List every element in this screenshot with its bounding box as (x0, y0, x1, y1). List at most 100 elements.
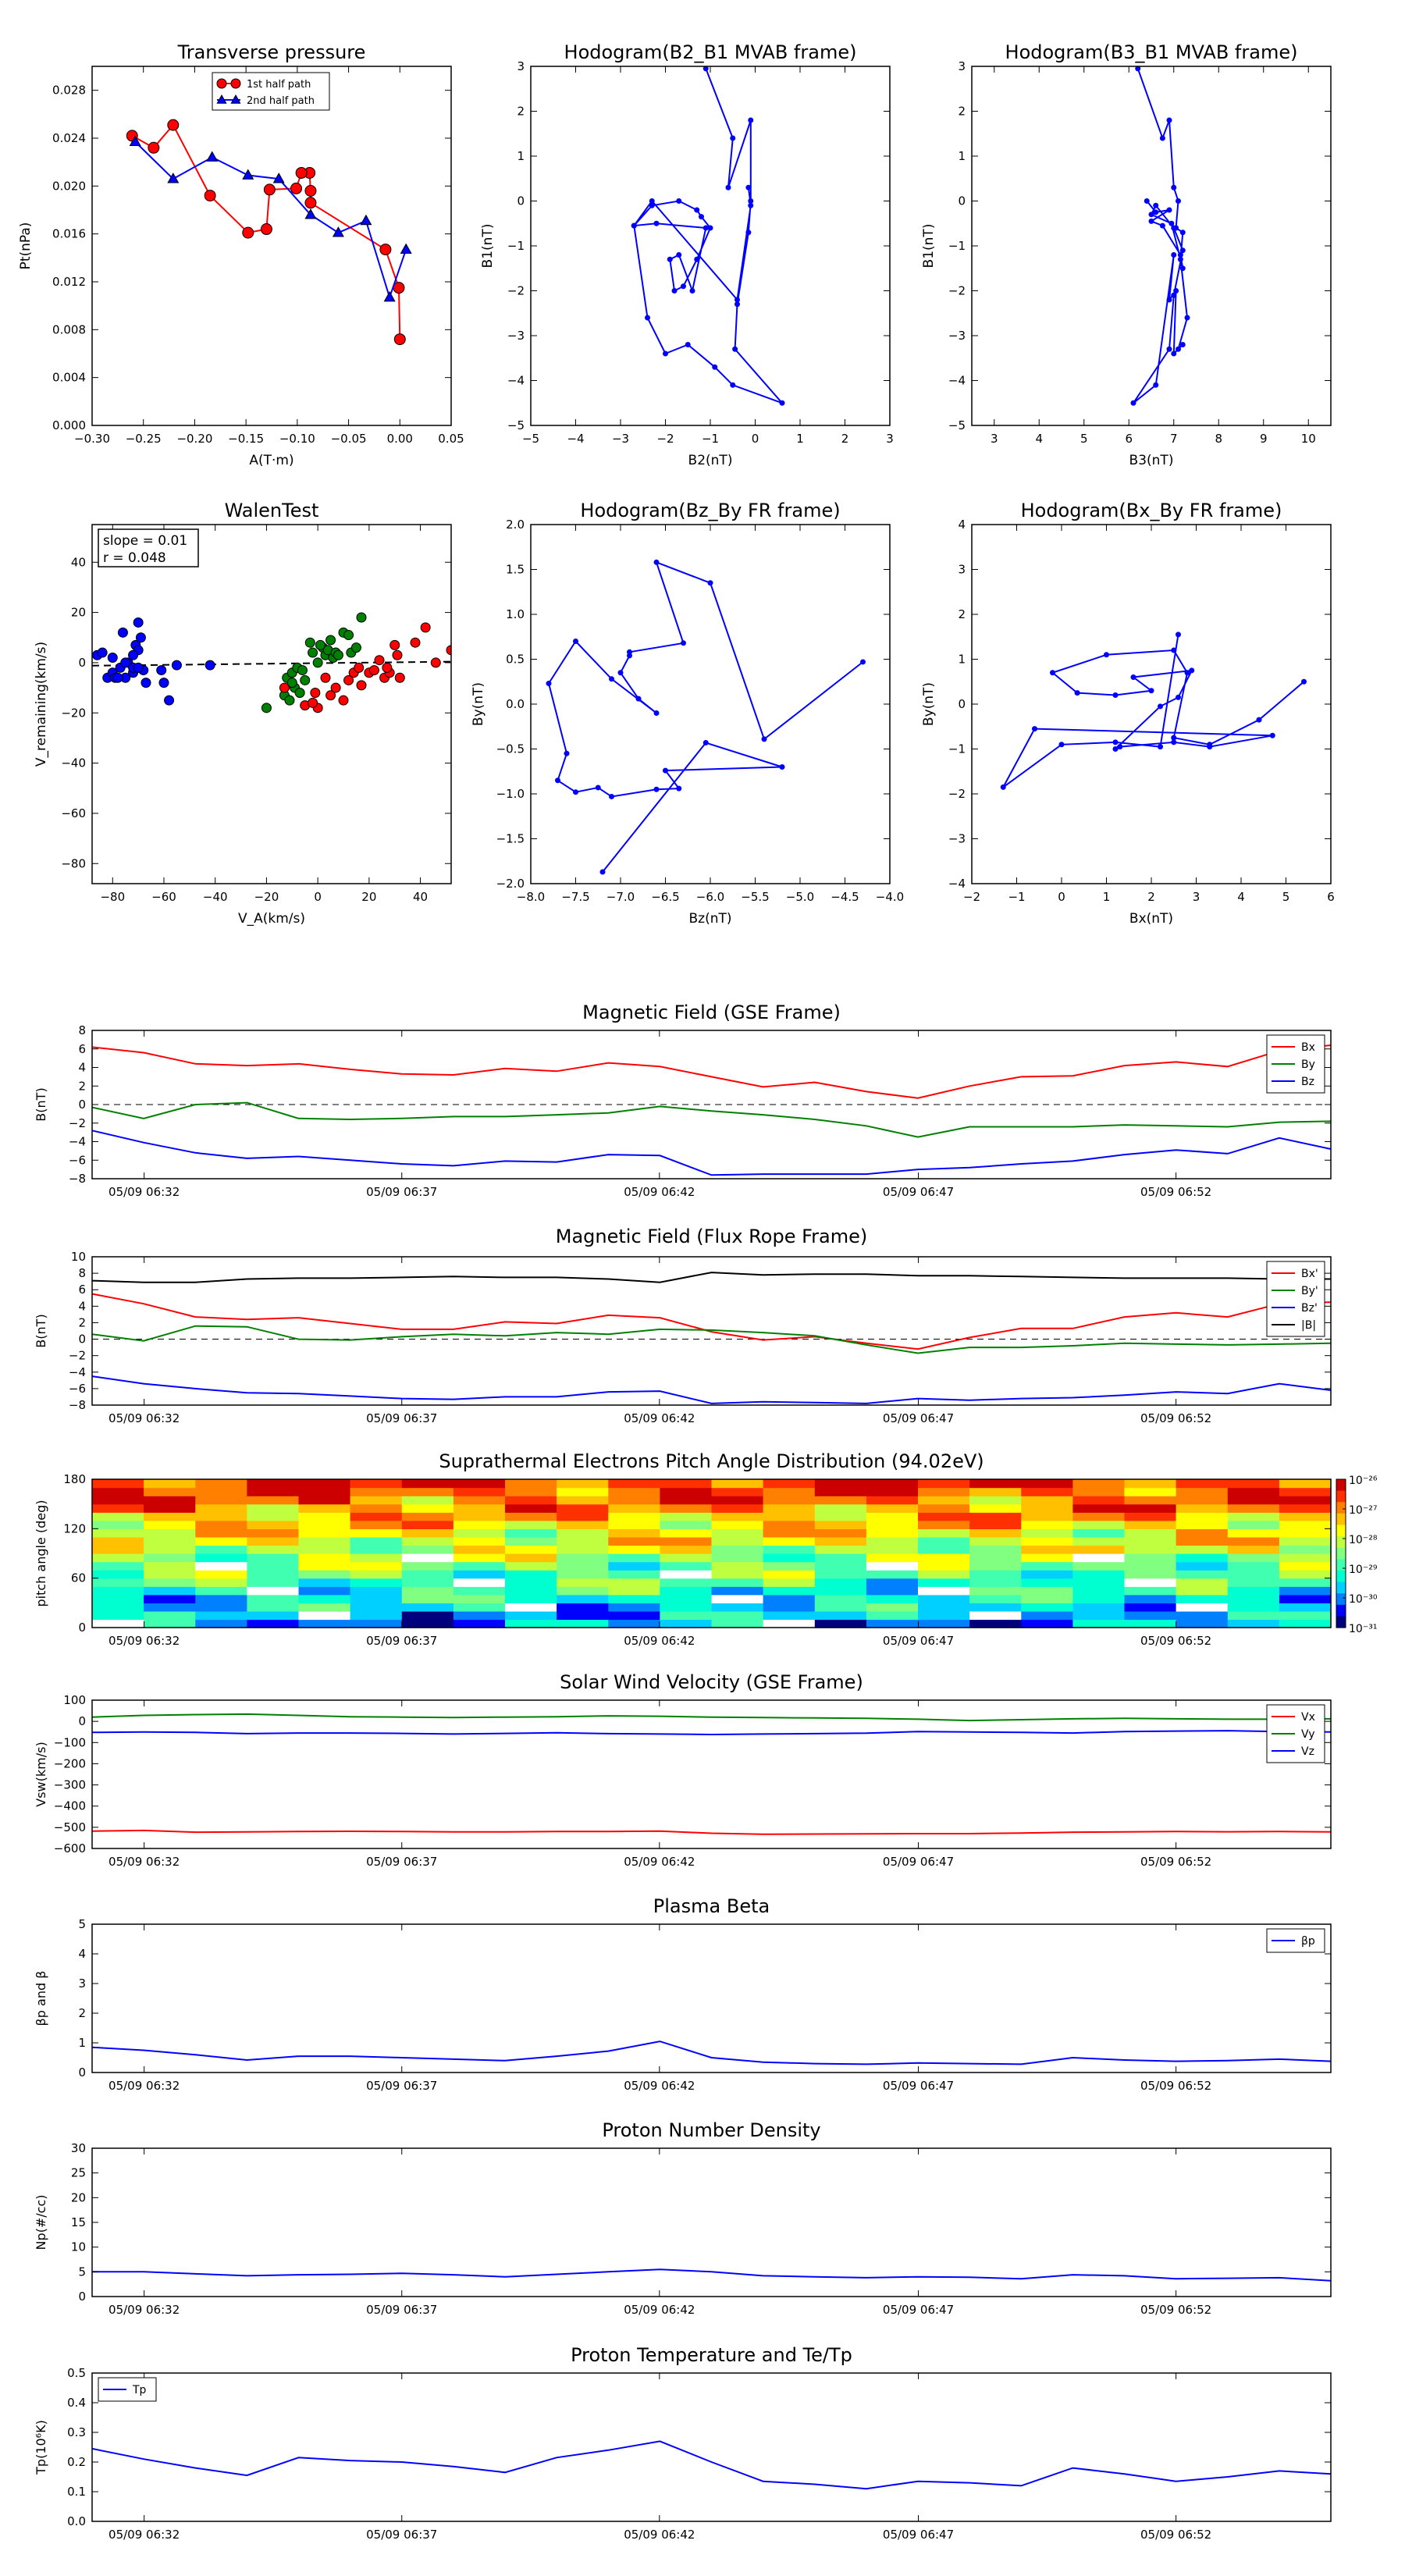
heatmap-cell (1072, 1496, 1125, 1504)
chart-title: Magnetic Field (GSE Frame) (582, 1002, 841, 1023)
heatmap-cell (454, 1603, 506, 1611)
data-point (296, 167, 307, 178)
time-tick-label: 05/09 06:47 (883, 1634, 954, 1648)
data-point (694, 208, 699, 213)
data-point (645, 315, 650, 321)
y-tick-label: 0.4 (67, 2396, 86, 2410)
heatmap-cell (1176, 1545, 1229, 1553)
y-tick-label: −200 (54, 1756, 86, 1770)
heatmap-cell (1125, 1488, 1177, 1496)
data-point (1113, 739, 1119, 745)
data-point (351, 643, 361, 653)
heatmap-cell (299, 1479, 351, 1488)
heatmap-cell (660, 1537, 712, 1546)
heatmap-cell (712, 1528, 764, 1537)
data-point (384, 292, 394, 301)
data-point (1167, 118, 1172, 123)
data-point (618, 670, 624, 675)
y-tick-label: −8 (69, 1398, 86, 1412)
heatmap-cell (144, 1488, 196, 1496)
heatmap-cell (1072, 1537, 1125, 1546)
data-point (672, 288, 678, 294)
series-line-Bx (92, 1045, 1331, 1098)
heatmap-cell (454, 1504, 506, 1513)
data-point (431, 658, 440, 667)
y-tick-label: 6 (78, 1283, 86, 1297)
heatmap-cell (350, 1595, 403, 1603)
axes-frame (92, 2373, 1331, 2521)
y-tick-label: 3 (958, 563, 966, 577)
data-point (1185, 315, 1190, 321)
heatmap-cell (1021, 1570, 1073, 1578)
heatmap-cell (815, 1570, 867, 1578)
heatmap-cell (505, 1595, 557, 1603)
data-point (308, 648, 318, 657)
legend-label: βp (1301, 1935, 1315, 1948)
data-point (108, 653, 117, 662)
heatmap-cell (1072, 1488, 1125, 1496)
heatmap-cell (608, 1479, 660, 1488)
y-tick-label: 0.008 (52, 322, 86, 336)
legend-label: By (1301, 1059, 1315, 1071)
heatmap-cell (92, 1619, 144, 1628)
heatmap-cell (144, 1521, 196, 1529)
plot-area (546, 560, 866, 875)
data-point (748, 118, 753, 123)
heatmap-cell (1176, 1619, 1229, 1628)
heatmap-cell (1228, 1619, 1280, 1628)
heatmap-cell (1021, 1545, 1073, 1553)
y-tick-label: 8 (78, 1023, 86, 1037)
heatmap-cell (1228, 1570, 1280, 1578)
heatmap-cell (1279, 1570, 1332, 1578)
heatmap-cell (866, 1578, 919, 1587)
time-tick-label: 05/09 06:32 (108, 1855, 180, 1869)
data-point (279, 683, 289, 692)
heatmap-cell (144, 1619, 196, 1628)
heatmap-cell (299, 1595, 351, 1603)
x-axis-label: Bz(nT) (688, 911, 731, 927)
x-tick-label: −3 (612, 432, 629, 446)
heatmap-cell (505, 1479, 557, 1488)
heatmap-cell (92, 1611, 144, 1620)
data-point (375, 656, 384, 665)
heatmap-cell (763, 1512, 816, 1521)
x-tick-label: −0.15 (228, 432, 264, 446)
heatmap-cell (505, 1553, 557, 1562)
heatmap-cell (92, 1603, 144, 1611)
heatmap-cell (1072, 1603, 1125, 1611)
series-line-By' (92, 1326, 1331, 1354)
heatmap-cell (1072, 1512, 1125, 1521)
heatmap-cell (505, 1537, 557, 1546)
y-tick-label: 1 (958, 149, 966, 163)
time-tick-label: 05/09 06:47 (883, 2303, 954, 2317)
heatmap-cell (1125, 1619, 1177, 1628)
heatmap-cell (247, 1479, 299, 1488)
heatmap-cell (712, 1570, 764, 1578)
y-tick-label: 5 (78, 1917, 86, 1931)
data-point (745, 185, 751, 190)
heatmap-cell (247, 1562, 299, 1571)
y-tick-label: 0.012 (52, 275, 86, 289)
heatmap-cell (557, 1521, 609, 1529)
heatmap-cell (1176, 1512, 1229, 1521)
y-tick-label: 4 (78, 1299, 86, 1313)
heatmap-cell (350, 1528, 403, 1537)
data-point (1176, 347, 1181, 352)
time-tick-label: 05/09 06:42 (624, 1634, 695, 1648)
heatmap-cell (402, 1488, 454, 1496)
heatmap-cell (350, 1570, 403, 1578)
heatmap-cell (763, 1562, 816, 1571)
heatmap-cell (608, 1595, 660, 1603)
heatmap-cell (247, 1545, 299, 1553)
time-tick-label: 05/09 06:52 (1140, 1411, 1211, 1425)
heatmap-cell (557, 1512, 609, 1521)
heatmap-cell (660, 1611, 712, 1620)
heatmap-cell (1279, 1512, 1332, 1521)
data-point (1104, 652, 1109, 657)
x-tick-label: −0.20 (176, 432, 212, 446)
heatmap-cell (195, 1562, 247, 1571)
heatmap-cell (712, 1578, 764, 1587)
heatmap-cell (299, 1528, 351, 1537)
series-line (1003, 635, 1304, 788)
heatmap-cell (815, 1586, 867, 1595)
